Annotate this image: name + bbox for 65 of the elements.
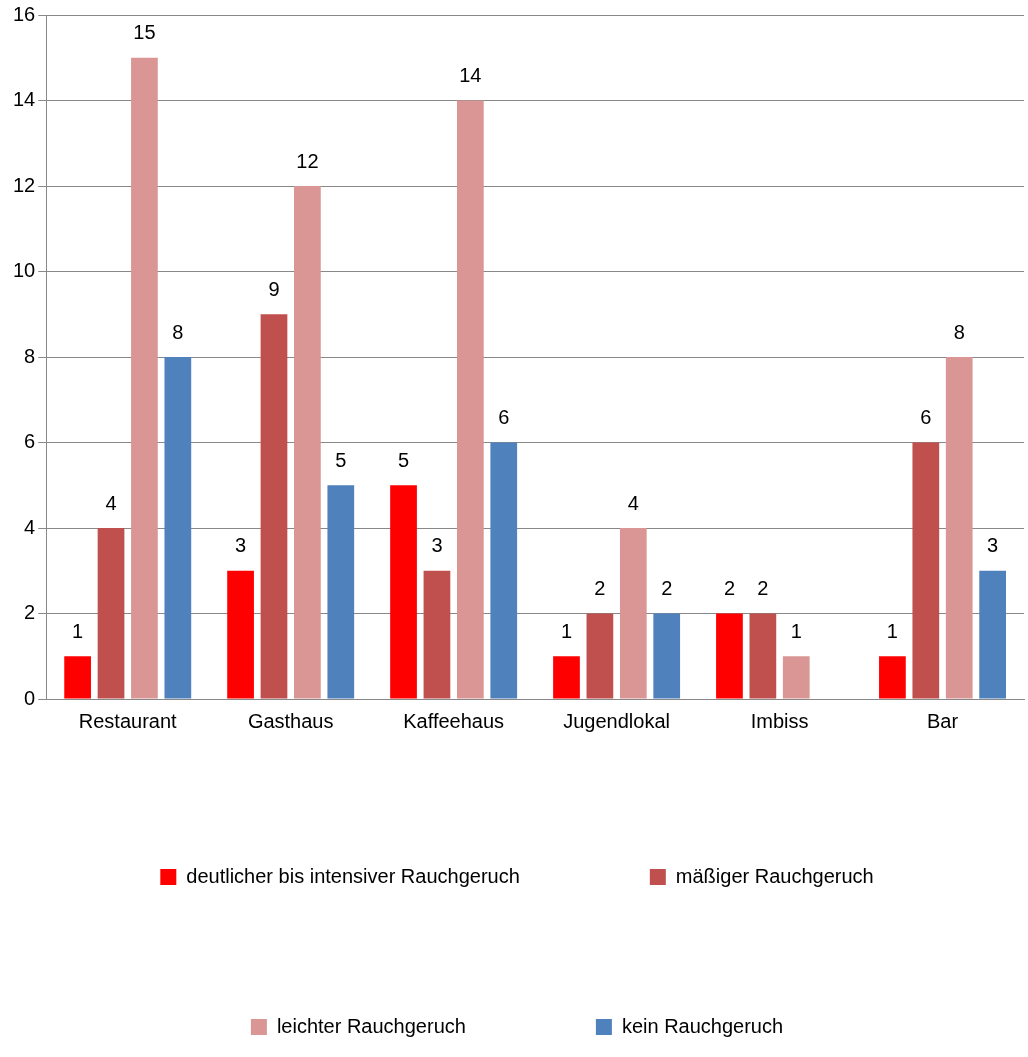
- data-label: 12: [296, 149, 319, 172]
- data-label: 1: [886, 619, 898, 642]
- data-label: 4: [105, 491, 117, 514]
- data-label: 6: [920, 406, 932, 429]
- bar: [749, 613, 777, 699]
- bar: [390, 485, 417, 699]
- y-tick-label: 4: [24, 515, 36, 538]
- bar: [912, 442, 940, 699]
- bar: [716, 613, 743, 699]
- x-tick-label: Bar: [926, 709, 959, 732]
- bar: [227, 570, 254, 699]
- bar: [586, 613, 614, 699]
- data-label: 9: [268, 277, 280, 300]
- bar: [782, 656, 810, 699]
- bar: [619, 528, 647, 699]
- bar: [553, 656, 580, 699]
- legend-label: deutlicher bis intensiver Rauchgeruch: [186, 864, 520, 887]
- data-label: 8: [953, 320, 965, 343]
- data-label: 15: [133, 21, 156, 44]
- data-label: 6: [498, 406, 510, 429]
- y-tick-label: 10: [13, 259, 36, 282]
- data-label: 14: [459, 64, 482, 87]
- y-tick-label: 6: [24, 430, 36, 453]
- bar: [456, 100, 484, 699]
- bar: [131, 57, 158, 699]
- bar: [164, 357, 192, 699]
- data-label: 3: [235, 534, 247, 557]
- x-tick-label: Jugendlokal: [563, 709, 670, 732]
- data-label: 5: [335, 448, 347, 471]
- legend-label: mäßiger Rauchgeruch: [675, 864, 874, 887]
- bar: [945, 357, 973, 699]
- bar: [879, 656, 906, 699]
- bar: [294, 186, 321, 699]
- y-tick-label: 16: [13, 2, 36, 25]
- data-label: 3: [431, 534, 443, 557]
- data-label: 2: [757, 577, 769, 600]
- x-tick-label: Gasthaus: [247, 709, 334, 732]
- y-tick-label: 0: [24, 686, 36, 709]
- bar: [490, 442, 518, 699]
- data-label: 1: [790, 619, 802, 642]
- data-label: 1: [560, 619, 573, 642]
- bar: [260, 314, 288, 699]
- data-label: 2: [661, 577, 673, 600]
- x-tick-label: Imbiss: [750, 709, 809, 732]
- data-label: 2: [723, 577, 736, 600]
- data-label: 1: [72, 619, 84, 642]
- bar: [423, 570, 451, 699]
- bar: [97, 528, 125, 699]
- bar: [64, 656, 91, 699]
- legend-label: kein Rauchgeruch: [621, 1014, 784, 1037]
- x-tick-label: Kaffeehaus: [403, 709, 505, 732]
- bar: [979, 570, 1006, 699]
- bar: [653, 613, 681, 699]
- data-label: 2: [594, 577, 606, 600]
- y-tick-label: 12: [13, 173, 36, 196]
- legend-label: leichter Rauchgeruch: [276, 1014, 466, 1037]
- y-tick-label: 2: [24, 601, 36, 624]
- data-label: 8: [172, 320, 184, 343]
- data-label: 5: [397, 448, 410, 471]
- data-label: 3: [987, 534, 999, 557]
- data-label: 4: [627, 491, 639, 514]
- x-tick-label: Restaurant: [78, 709, 178, 732]
- bar: [327, 485, 355, 699]
- y-tick-label: 14: [13, 88, 36, 111]
- y-tick-label: 8: [24, 344, 36, 367]
